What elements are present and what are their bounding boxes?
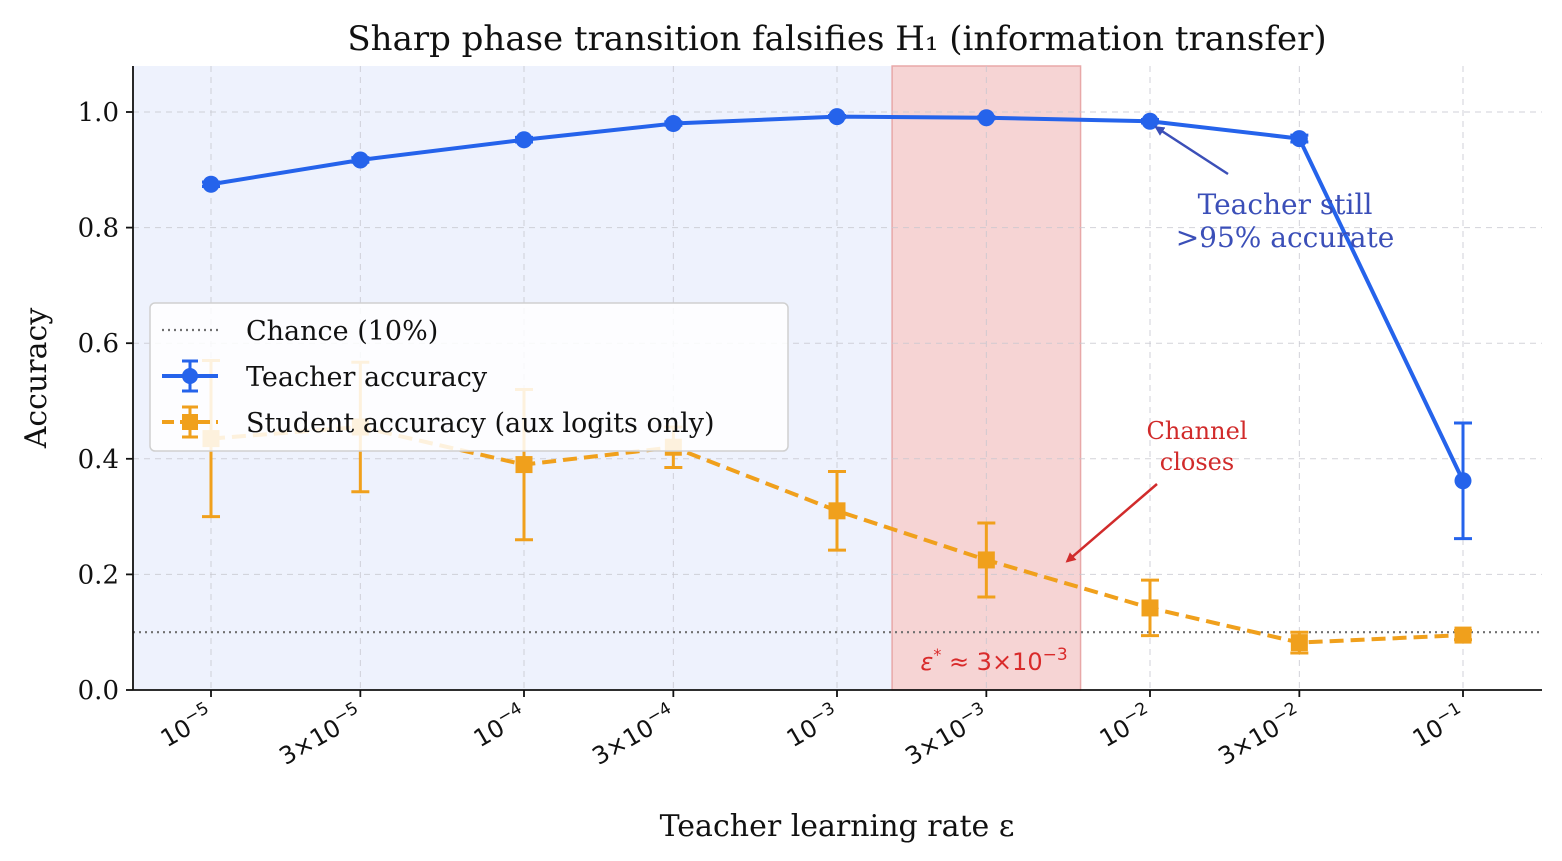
y-tick-label: 0.0: [78, 676, 119, 706]
teacher-point: [1290, 130, 1308, 148]
teacher-point: [351, 151, 369, 169]
teacher-annotation-text: >95% accurate: [1176, 221, 1395, 254]
x-tick-label: 10−2: [1093, 698, 1157, 753]
y-tick-label: 0.8: [78, 214, 119, 244]
y-tick-label: 1.0: [78, 98, 119, 128]
x-tick-label: 10−3: [780, 698, 844, 753]
legend-student-swatch: [162, 405, 218, 439]
student-point: [1454, 626, 1472, 644]
legend-student-label: Student accuracy (aux logits only): [246, 408, 715, 439]
legend-chance-label: Chance (10%): [246, 316, 438, 347]
student-point: [1290, 634, 1308, 652]
x-tick-label: 3×10−4: [586, 698, 680, 770]
y-axis-label: Accuracy: [19, 308, 54, 450]
x-tick-label: 10−4: [467, 698, 531, 753]
teacher-point: [664, 115, 682, 133]
teacher-point: [828, 108, 846, 126]
teacher-annotation-arrow: [1154, 126, 1229, 176]
student-point: [977, 551, 995, 569]
channel-annotation-text: closes: [1160, 448, 1234, 476]
x-tick-label: 3×10−3: [899, 698, 993, 770]
legend-box: [149, 302, 789, 452]
teacher-annotation-text: Teacher still: [1198, 188, 1373, 221]
grid: [133, 66, 1542, 690]
teacher-point: [1454, 472, 1472, 490]
teacher-point: [1141, 112, 1159, 130]
teacher-point: [202, 175, 220, 193]
x-tick-label: 10−1: [1406, 698, 1470, 753]
x-axis-label: Teacher learning rate ε: [660, 809, 1015, 844]
legend: Chance (10%) Teacher accuracy Student ac…: [149, 302, 789, 452]
legend-teacher-swatch: [162, 359, 218, 393]
annotations: ε* ≈ 3×10−3 Teacher still>95% accurate Cha…: [920, 126, 1395, 676]
x-tick-label: 10−5: [154, 698, 218, 753]
student-point: [515, 456, 533, 474]
legend-teacher-label: Teacher accuracy: [246, 362, 488, 393]
teacher-point: [515, 131, 533, 149]
student-point: [1141, 599, 1159, 617]
channel-annotation-arrow: [1065, 483, 1158, 563]
channel-annotation-text: Channel: [1147, 417, 1248, 445]
y-tick-label: 0.2: [78, 560, 119, 590]
teacher-point: [977, 109, 995, 127]
student-point: [828, 502, 846, 520]
threshold-label: ε* ≈ 3×10−3: [920, 645, 1067, 676]
chart-title: Sharp phase transition falsifies H₁ (inf…: [347, 19, 1326, 59]
x-tick-label: 3×10−2: [1212, 698, 1306, 770]
y-tick-label: 0.6: [78, 329, 119, 359]
x-tick-label: 3×10−5: [273, 698, 367, 770]
y-tick-label: 0.4: [78, 445, 119, 475]
